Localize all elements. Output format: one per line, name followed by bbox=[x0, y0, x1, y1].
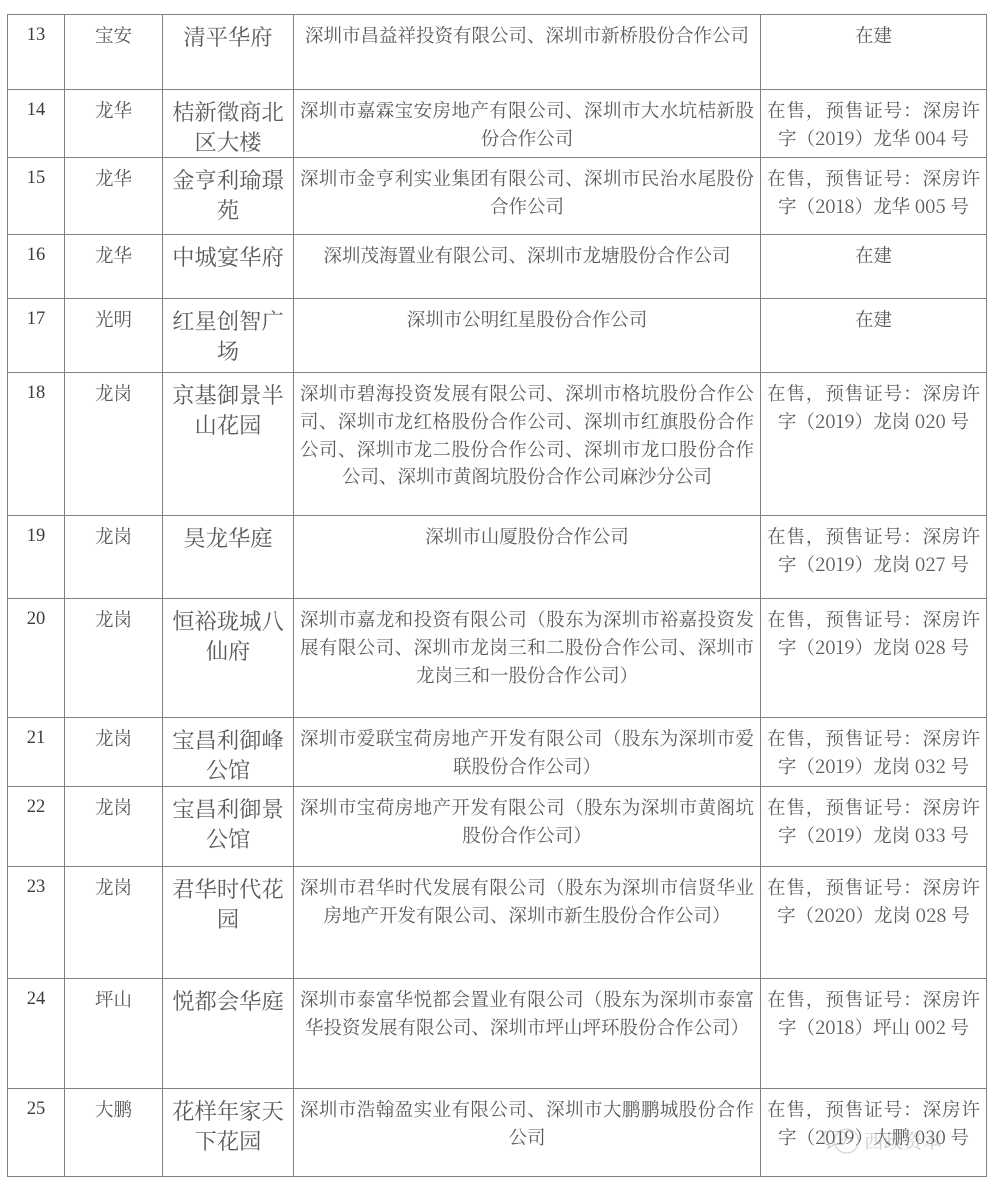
svg-text:西政资本: 西政资本 bbox=[864, 1128, 942, 1154]
